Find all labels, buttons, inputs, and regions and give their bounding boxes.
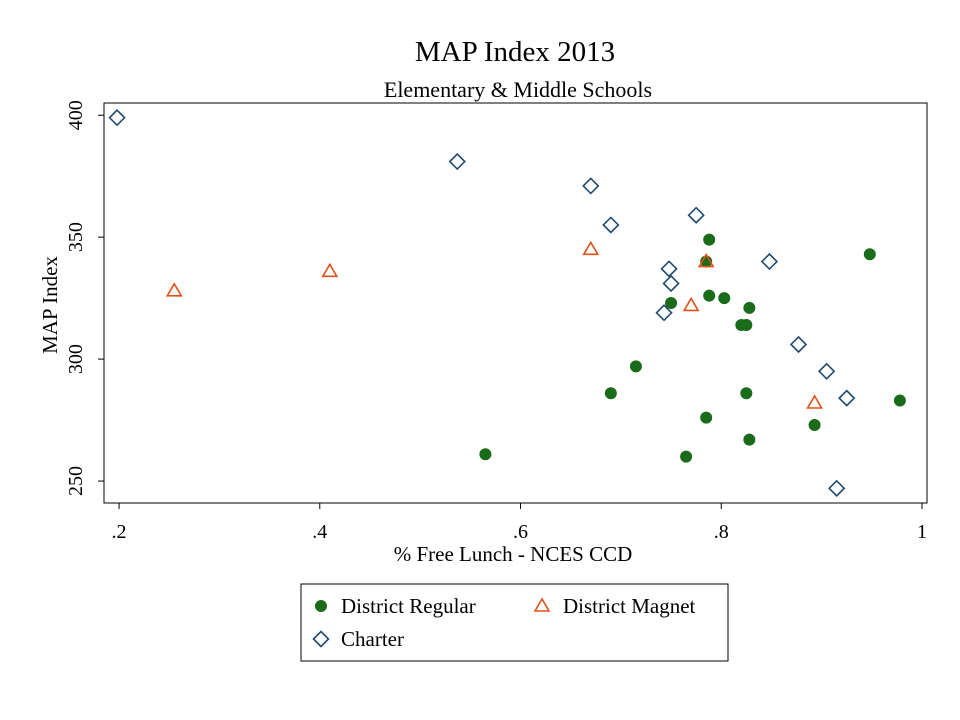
- chart-title: MAP Index 2013: [415, 36, 615, 68]
- legend-marker: [315, 600, 327, 612]
- data-point: [789, 335, 808, 354]
- legend-label: District Magnet: [563, 594, 696, 618]
- x-tick-label: .8: [714, 521, 729, 543]
- data-point: [808, 418, 821, 431]
- legend-label: District Regular: [341, 594, 476, 618]
- y-tick-label: 300: [65, 344, 87, 374]
- data-point: [321, 262, 339, 278]
- data-point: [697, 252, 715, 268]
- y-axis: 250 300 350 400: [65, 100, 104, 496]
- data-points: [108, 109, 906, 497]
- data-point: [806, 394, 823, 409]
- data-point: [703, 289, 716, 302]
- series-charter: [108, 109, 856, 497]
- data-point: [740, 318, 753, 331]
- legend-box: [300, 583, 729, 662]
- data-point: [743, 433, 756, 446]
- data-point: [687, 206, 705, 224]
- data-point: [682, 296, 700, 312]
- data-point: [655, 304, 673, 322]
- data-point: [108, 109, 126, 127]
- data-point: [818, 362, 836, 380]
- legend-marker: [533, 597, 551, 612]
- chart-subtitle: Elementary & Middle Schools: [384, 77, 652, 102]
- x-tick-label: .6: [513, 521, 528, 543]
- x-axis: .2 .4 .6 .8 1: [112, 503, 927, 543]
- legend-item: District Magnet: [533, 594, 696, 618]
- legend-label: Charter: [341, 627, 404, 651]
- series-district-regular: [479, 233, 906, 463]
- data-point: [740, 387, 753, 400]
- data-point: [479, 448, 492, 461]
- data-point: [838, 389, 856, 407]
- series-district-magnet: [165, 240, 823, 409]
- data-point: [700, 411, 713, 424]
- data-point: [703, 233, 716, 246]
- y-tick-label: 400: [65, 100, 87, 130]
- y-tick-label: 350: [65, 222, 87, 252]
- data-point: [718, 292, 731, 305]
- x-tick-label: 1: [917, 521, 927, 543]
- data-point: [893, 394, 906, 407]
- data-point: [448, 152, 466, 171]
- data-point: [582, 240, 600, 256]
- legend-item: Charter: [312, 627, 404, 651]
- data-point: [662, 274, 680, 293]
- data-point: [629, 360, 642, 373]
- plot-area: [103, 102, 928, 504]
- data-point: [828, 479, 846, 497]
- x-tick-label: .2: [112, 521, 127, 543]
- data-point: [863, 248, 876, 261]
- legend-item: District Regular: [315, 594, 476, 618]
- data-point: [602, 216, 620, 234]
- data-point: [680, 450, 693, 463]
- data-point: [665, 297, 678, 309]
- data-point: [604, 387, 617, 400]
- legend-marker: [312, 630, 330, 648]
- data-point: [660, 260, 678, 278]
- data-point: [760, 252, 779, 271]
- y-axis-label: MAP Index: [38, 256, 62, 354]
- y-tick-label: 250: [65, 466, 87, 496]
- x-tick-label: .4: [312, 521, 327, 543]
- data-point: [743, 301, 756, 314]
- data-point: [165, 282, 183, 297]
- x-axis-label: % Free Lunch - NCES CCD: [394, 542, 633, 566]
- data-point: [582, 177, 600, 195]
- legend: District Regular District Magnet Charter: [312, 594, 696, 651]
